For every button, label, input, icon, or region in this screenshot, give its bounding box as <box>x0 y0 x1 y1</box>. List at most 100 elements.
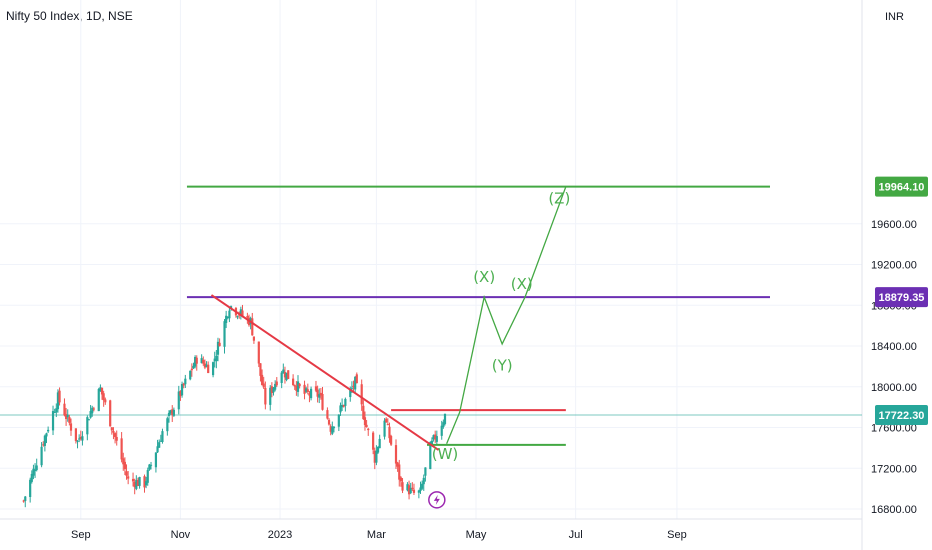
candle-body <box>293 385 296 387</box>
candle-body <box>321 393 324 410</box>
candle-body <box>269 387 272 405</box>
candle-body <box>251 318 254 336</box>
candle-body <box>69 423 73 431</box>
candle-body <box>218 342 221 347</box>
price-axis-label: 17600.00 <box>871 423 917 435</box>
chart-symbol-title: Nifty 50 Index, 1D, NSE <box>6 9 133 23</box>
candle-body <box>63 403 66 416</box>
candle-body <box>305 388 308 392</box>
candle-body <box>430 440 434 445</box>
candle-body <box>120 438 123 460</box>
candle-body <box>102 393 105 401</box>
lightning-icon[interactable] <box>428 491 446 509</box>
candle-body <box>203 363 207 368</box>
candle-body <box>211 362 215 376</box>
wave-label: (X) <box>511 275 533 293</box>
time-axis-label: Sep <box>71 529 91 541</box>
time-axis-label: Mar <box>367 529 386 541</box>
candle-body <box>146 470 149 483</box>
candle-body <box>252 336 256 341</box>
candle-body <box>51 411 55 431</box>
candle-body <box>87 419 91 421</box>
time-axis-labels: Sep Nov 2023 Mar May Jul Sep <box>71 529 687 541</box>
candle-body <box>308 393 311 396</box>
price-axis-tags: 19964.10 18879.35 17722.30 <box>875 176 928 426</box>
candle-body <box>86 417 89 435</box>
candle-body <box>386 424 389 426</box>
candle-body <box>177 391 180 410</box>
price-axis-label: 18400.00 <box>871 341 917 353</box>
candle-body <box>81 436 84 441</box>
candle-body <box>213 358 216 362</box>
candle-body <box>318 394 321 398</box>
candle-body <box>133 482 136 488</box>
candle-body <box>411 487 414 489</box>
candle-body <box>239 309 242 315</box>
price-tag <box>875 176 928 197</box>
candle-body <box>192 365 195 369</box>
candle-body <box>295 386 298 391</box>
candle-body <box>372 432 375 450</box>
candle-body <box>373 450 376 463</box>
candle-body <box>78 438 81 440</box>
candle-body <box>228 310 231 319</box>
candle-body <box>171 409 174 416</box>
candle-body <box>125 471 128 476</box>
candle-body <box>443 413 447 424</box>
candle-body <box>272 387 275 393</box>
candle-body <box>344 398 347 406</box>
candle-body <box>113 433 117 437</box>
currency-label: INR <box>885 11 904 23</box>
candle-body <box>97 389 100 412</box>
candle-body <box>394 445 398 464</box>
candle-body <box>352 385 355 387</box>
candle-body <box>303 384 306 394</box>
candle-body <box>32 468 35 476</box>
candle-body <box>407 485 411 495</box>
candle-body <box>223 321 226 347</box>
candle-body <box>257 341 260 364</box>
candle-body <box>367 428 370 431</box>
candle-body <box>363 417 367 426</box>
candle-body <box>339 405 342 413</box>
candle-body <box>429 442 432 470</box>
candle-body <box>442 422 445 427</box>
price-axis-label: 19600.00 <box>871 219 917 231</box>
candle-body <box>40 446 43 466</box>
candle-body <box>29 479 32 497</box>
candle-body <box>91 407 94 414</box>
price-tag <box>875 287 928 308</box>
candle-body <box>190 368 193 371</box>
candle-body <box>159 440 162 442</box>
candle-body <box>180 384 184 396</box>
candle-body <box>74 428 77 441</box>
candle-body <box>376 447 380 453</box>
candle-body <box>319 392 322 396</box>
candle-body <box>383 420 386 437</box>
candle-body <box>331 426 334 434</box>
candle-body <box>115 436 118 441</box>
candle-body <box>138 476 141 486</box>
candle-body <box>354 376 357 390</box>
candle-body <box>421 483 424 489</box>
candle-body <box>365 424 368 428</box>
lightning-icon-bolt[interactable] <box>433 494 440 505</box>
candle-body <box>127 476 130 479</box>
elliott-wave-projection-path[interactable] <box>446 186 567 445</box>
candle-body <box>207 364 210 374</box>
candle-body <box>337 414 340 427</box>
candle-body <box>33 469 37 472</box>
candle-body <box>396 462 399 467</box>
candle-body <box>149 464 153 466</box>
candle-body <box>226 317 229 319</box>
candle-body <box>260 374 264 386</box>
price-axis-label: 16800.00 <box>871 504 917 516</box>
candle-body <box>45 433 48 437</box>
candle-body <box>104 399 107 403</box>
wave-label: (Z) <box>548 189 570 207</box>
descending-trendline[interactable] <box>210 294 440 451</box>
drawn-lines[interactable] <box>186 185 770 451</box>
candle-body <box>184 378 187 385</box>
candle-body <box>316 389 319 397</box>
